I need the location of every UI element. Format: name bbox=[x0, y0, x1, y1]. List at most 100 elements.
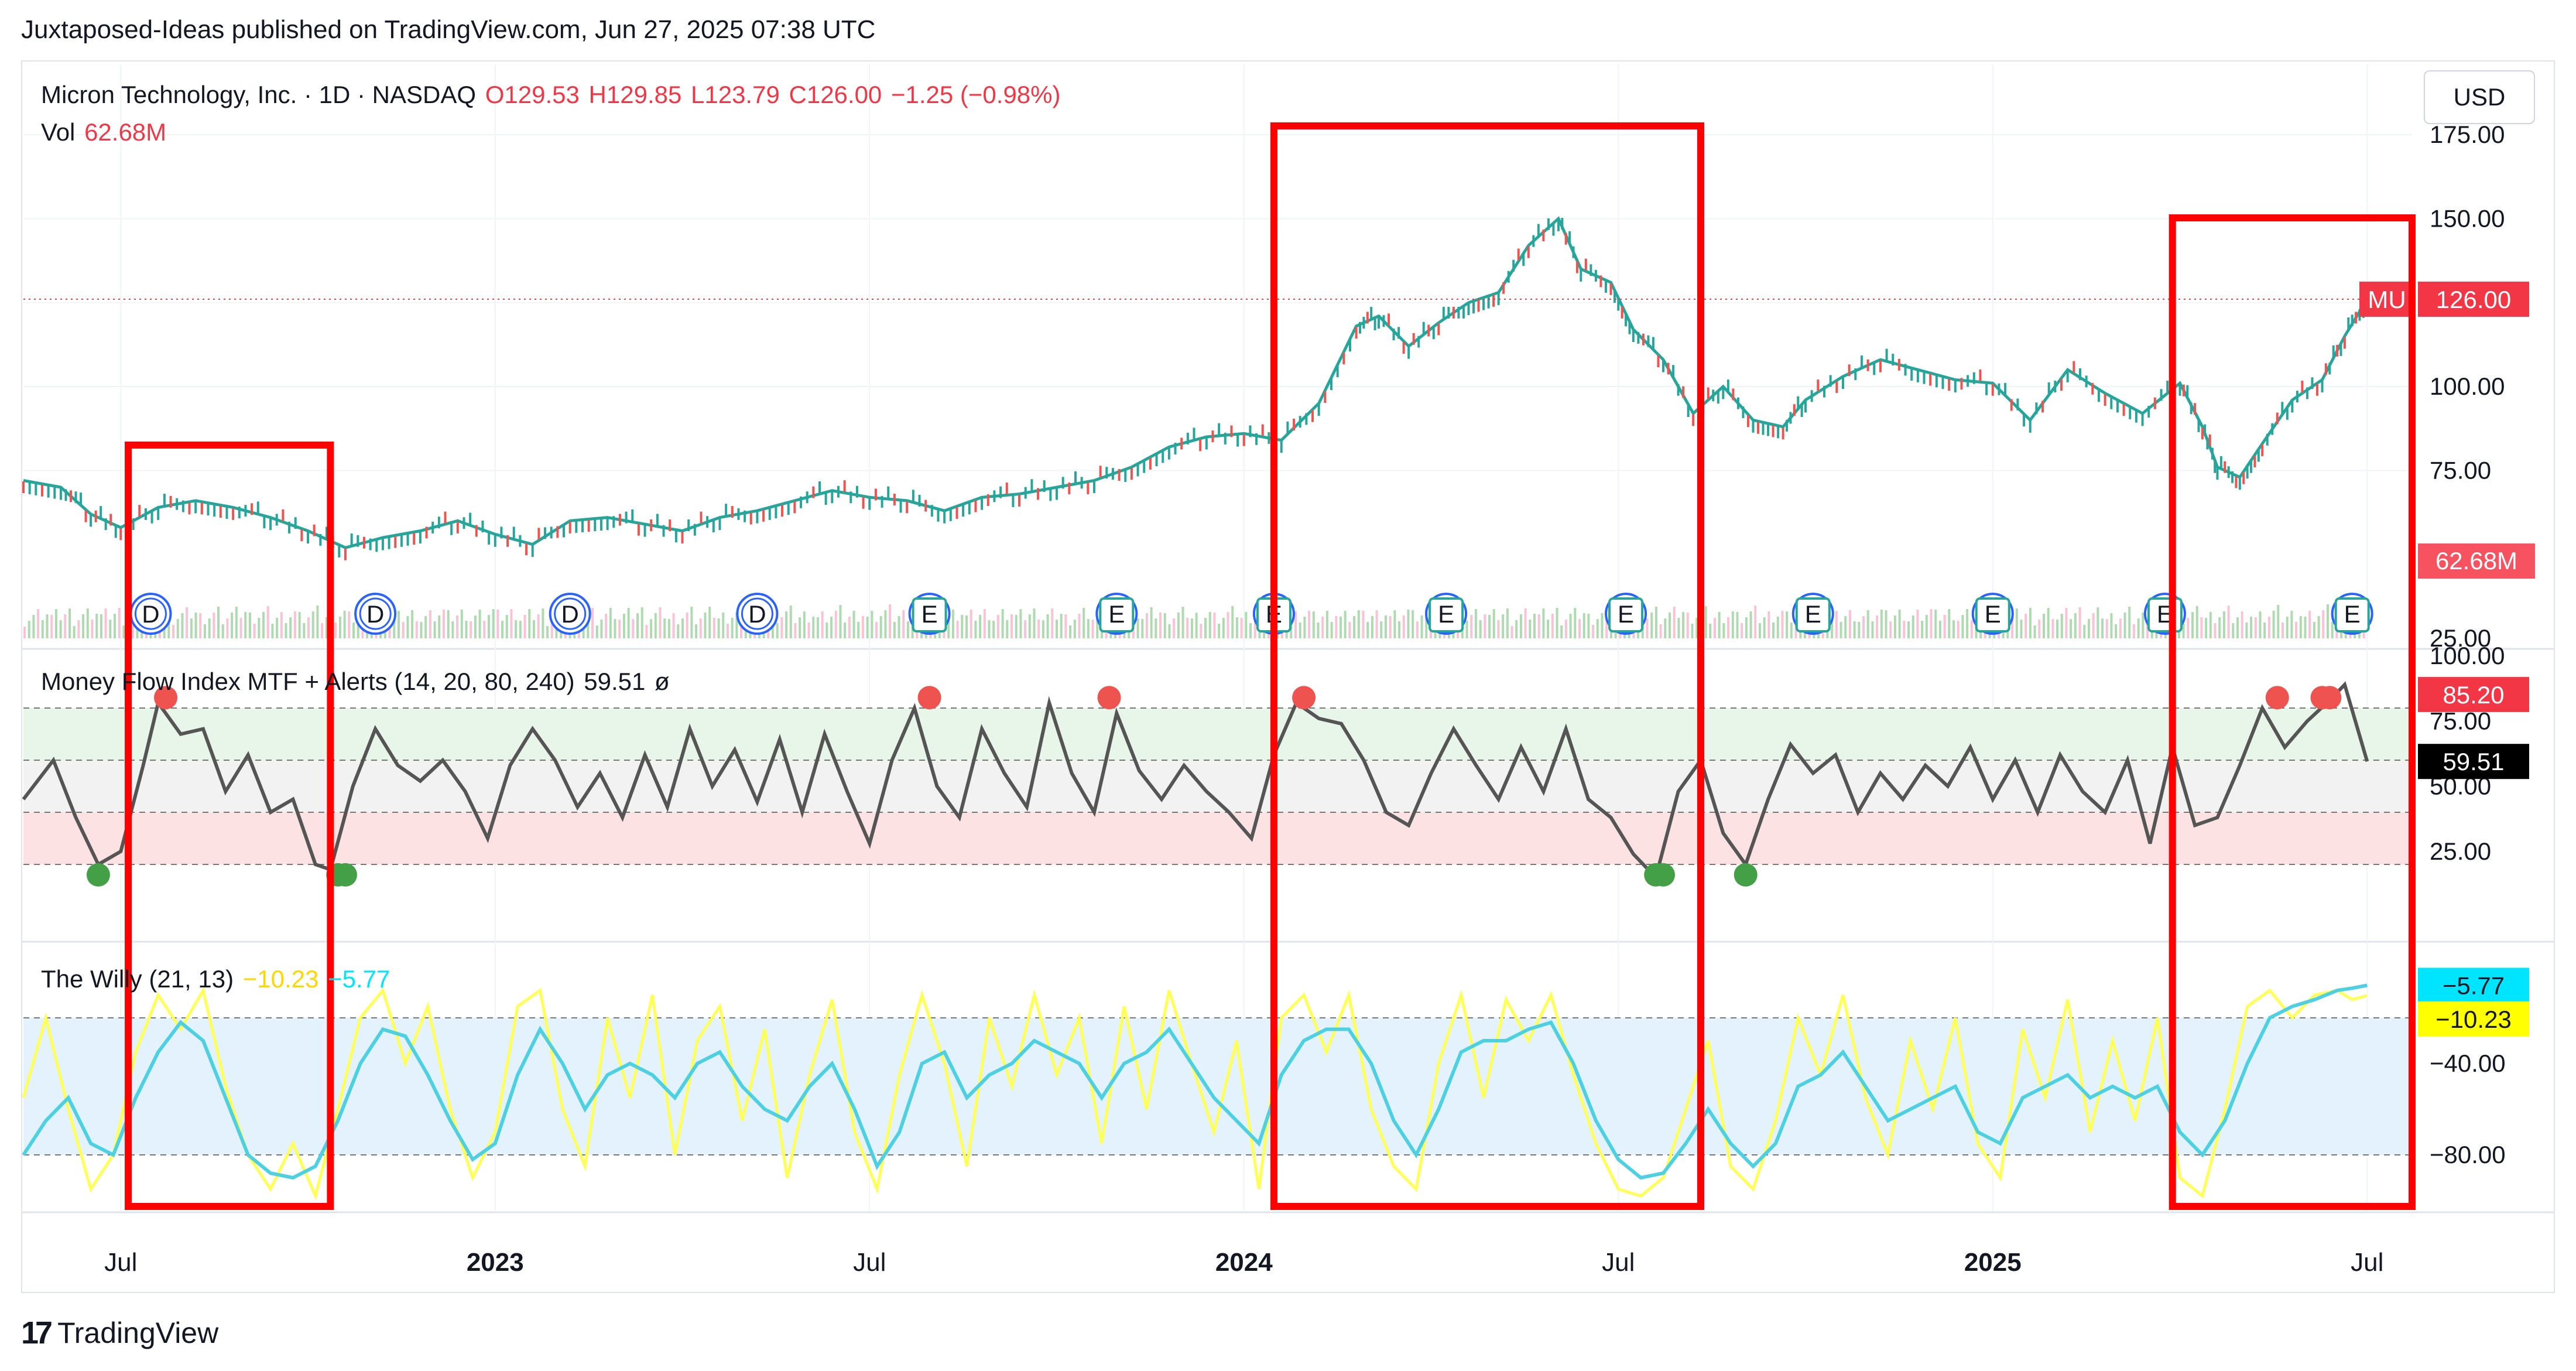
volume-bar bbox=[104, 608, 107, 638]
volume-bar bbox=[492, 609, 495, 638]
volume-bar bbox=[1510, 626, 1513, 638]
volume-bar bbox=[2051, 619, 2054, 638]
main-legend: Micron Technology, Inc. · 1D · NASDAQ O1… bbox=[41, 81, 1063, 109]
volume-bar bbox=[844, 623, 847, 638]
volume-bar bbox=[614, 619, 616, 638]
volume-bar bbox=[1208, 612, 1211, 638]
currency-button[interactable]: USD bbox=[2424, 70, 2535, 124]
tradingview-brand[interactable]: 17 TradingView bbox=[21, 1315, 218, 1351]
willy-title[interactable]: The Willy (21, 13) bbox=[41, 965, 234, 993]
volume-bar bbox=[1407, 610, 1410, 638]
volume-bar bbox=[321, 623, 324, 638]
volume-bar bbox=[470, 621, 472, 638]
volume-bar bbox=[780, 617, 783, 638]
mfi-title[interactable]: Money Flow Index MTF + Alerts (14, 20, 8… bbox=[41, 668, 575, 695]
volume-bar bbox=[1556, 608, 1558, 638]
earnings-marker-label: E bbox=[1805, 600, 1821, 628]
mfi-overbought-marker bbox=[2318, 686, 2342, 710]
volume-bar bbox=[794, 623, 797, 638]
earnings-marker[interactable] bbox=[912, 597, 947, 632]
volume-bar bbox=[519, 621, 522, 638]
volume-bar bbox=[2182, 624, 2185, 638]
volume-bar bbox=[1718, 612, 1721, 638]
earnings-marker-label: E bbox=[2344, 600, 2361, 628]
volume-bar bbox=[1339, 617, 1342, 638]
earnings-marker[interactable] bbox=[1608, 597, 1644, 632]
volume-bar bbox=[1587, 614, 1590, 638]
volume-bar bbox=[947, 616, 950, 638]
volume-bar bbox=[1177, 613, 1180, 638]
mfi-last-badge bbox=[2418, 744, 2529, 779]
volume-bar bbox=[221, 624, 224, 638]
volume-bar bbox=[293, 611, 296, 638]
volume-bar bbox=[2232, 623, 2235, 638]
volume-bar bbox=[1596, 619, 1599, 638]
time-tick-label: Jul bbox=[2351, 1248, 2383, 1277]
volume-bar bbox=[1758, 623, 1761, 638]
volume-bar bbox=[956, 621, 959, 638]
volume-bar bbox=[686, 613, 688, 638]
volume-bar bbox=[636, 613, 639, 638]
volume-bar bbox=[1912, 616, 1914, 638]
dividend-marker[interactable] bbox=[359, 597, 392, 630]
volume-bar bbox=[1303, 617, 1306, 638]
volume-bar bbox=[1393, 610, 1396, 638]
volume-bar bbox=[1470, 615, 1473, 638]
earnings-marker[interactable] bbox=[2334, 597, 2370, 632]
volume-bar bbox=[1731, 611, 1734, 638]
earnings-marker[interactable] bbox=[1975, 597, 2010, 632]
volume-bar bbox=[902, 610, 905, 638]
dividend-marker[interactable] bbox=[554, 597, 587, 630]
volume-bar bbox=[1371, 616, 1373, 638]
mfi-value: 59.51 bbox=[584, 668, 646, 695]
earnings-marker-label: E bbox=[1985, 600, 2001, 628]
mfi-overbought-marker bbox=[1097, 686, 1121, 710]
volume-bar bbox=[2222, 611, 2225, 638]
volume-bar bbox=[465, 621, 468, 638]
volume-bar bbox=[1141, 619, 1144, 638]
volume-bar bbox=[884, 610, 887, 638]
volume-bar bbox=[776, 623, 779, 638]
volume-bar bbox=[176, 619, 179, 638]
volume-bar bbox=[1853, 621, 1856, 638]
volume-bar bbox=[965, 616, 968, 638]
volume-bar bbox=[411, 610, 414, 638]
volume-bar bbox=[1249, 623, 1252, 638]
mfi-lower-band bbox=[23, 812, 2412, 864]
volume-bar bbox=[1484, 614, 1486, 638]
volume-bar bbox=[1245, 612, 1248, 638]
volume-bar bbox=[2322, 610, 2325, 638]
volume-bar bbox=[2205, 618, 2208, 638]
volume-bar bbox=[1037, 620, 1040, 638]
last-price-badge bbox=[2418, 281, 2529, 317]
volume-bar bbox=[194, 613, 197, 638]
volume-bar bbox=[731, 618, 734, 638]
earnings-marker[interactable] bbox=[1795, 597, 1831, 632]
volume-bar bbox=[289, 617, 292, 638]
volume-bar bbox=[866, 617, 869, 638]
earnings-marker[interactable] bbox=[1429, 597, 1464, 632]
volume-bar bbox=[667, 619, 670, 638]
volume-bar bbox=[1474, 609, 1477, 638]
volume-bar bbox=[650, 619, 653, 638]
dividend-marker[interactable] bbox=[741, 597, 773, 630]
volume-bar bbox=[1294, 611, 1297, 638]
volume-bar bbox=[893, 622, 896, 638]
volume-bar bbox=[2263, 623, 2266, 638]
dividend-marker[interactable] bbox=[134, 597, 167, 630]
volume-bar bbox=[1204, 618, 1207, 638]
volume-bar bbox=[1889, 621, 1892, 638]
volume-bar bbox=[1916, 610, 1919, 638]
volume-bar bbox=[1015, 615, 1018, 638]
volume-bar bbox=[1547, 620, 1550, 638]
volume-bar bbox=[816, 617, 819, 638]
volume-bar bbox=[1592, 625, 1595, 638]
symbol-text[interactable]: Micron Technology, Inc. · 1D · NASDAQ bbox=[41, 81, 477, 108]
earnings-marker-label: E bbox=[1108, 600, 1125, 628]
time-tick-label: Jul bbox=[1602, 1248, 1635, 1277]
volume-bar bbox=[86, 608, 89, 638]
earnings-marker[interactable] bbox=[1099, 597, 1135, 632]
mfi-oversold-marker bbox=[1652, 863, 1676, 887]
volume-bar bbox=[2105, 619, 2108, 638]
